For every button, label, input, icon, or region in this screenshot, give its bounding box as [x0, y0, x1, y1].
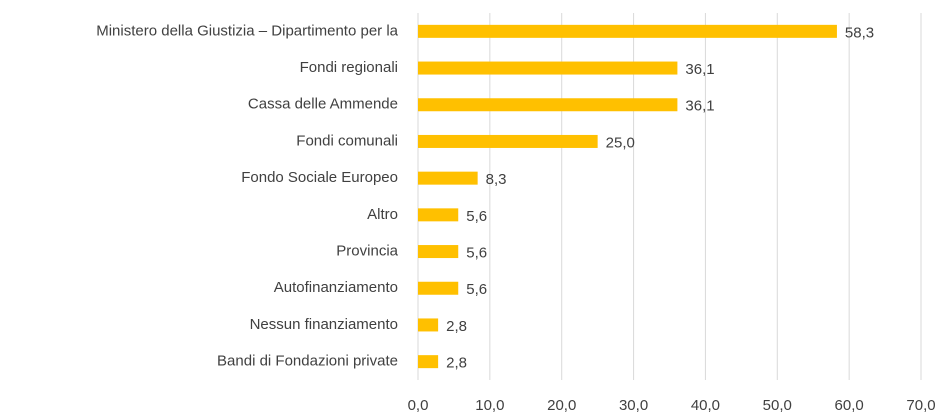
x-tick-label: 0,0 [408, 397, 429, 414]
bar [418, 171, 478, 185]
y-tick-label: Autofinanziamento [274, 279, 398, 296]
y-tick-label: Fondi regionali [300, 59, 398, 76]
bar [418, 245, 459, 259]
y-tick-label: Ministero della Giustizia – Dipartimento… [96, 22, 398, 39]
value-label: 2,8 [446, 355, 467, 372]
value-label: 8,3 [486, 171, 507, 188]
x-tick-label: 50,0 [763, 397, 792, 414]
value-label: 5,6 [466, 245, 487, 262]
y-tick-label: Fondi comunali [296, 132, 398, 149]
x-tick-label: 60,0 [835, 397, 864, 414]
y-tick-label: Cassa delle Ammende [248, 96, 398, 113]
bar [418, 98, 678, 112]
y-tick-label: Provincia [336, 243, 398, 260]
x-tick-label: 10,0 [475, 397, 504, 414]
y-tick-label: Fondo Sociale Europeo [241, 169, 398, 186]
value-label: 36,1 [685, 98, 714, 115]
value-label: 58,3 [845, 24, 874, 41]
x-tick-label: 70,0 [906, 397, 935, 414]
x-tick-label: 40,0 [691, 397, 720, 414]
value-label: 2,8 [446, 318, 467, 335]
value-label: 5,6 [466, 281, 487, 298]
y-tick-label: Bandi di Fondazioni private [217, 353, 398, 370]
x-tick-label: 30,0 [619, 397, 648, 414]
bar [418, 24, 837, 38]
bar [418, 208, 459, 222]
x-tick-label: 20,0 [547, 397, 576, 414]
value-label: 5,6 [466, 208, 487, 225]
y-tick-label: Altro [367, 206, 398, 223]
value-label: 36,1 [685, 61, 714, 78]
y-tick-label: Nessun finanziamento [250, 316, 398, 333]
bar [418, 281, 459, 295]
bar [418, 134, 598, 148]
value-label: 25,0 [606, 134, 635, 151]
bar [418, 355, 439, 369]
bar [418, 61, 678, 75]
bar [418, 318, 439, 332]
